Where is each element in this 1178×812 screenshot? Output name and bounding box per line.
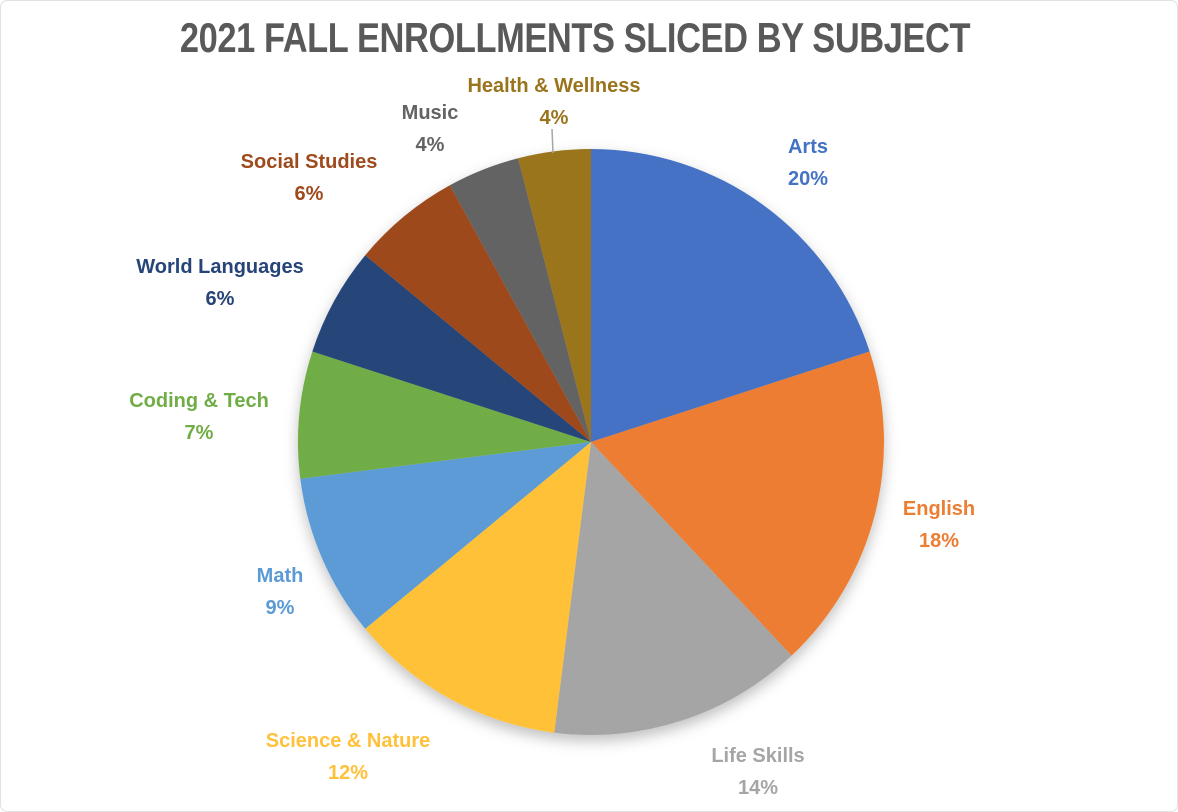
pie-slice-arts xyxy=(591,149,870,442)
pie-slice-english xyxy=(591,351,884,656)
leader-lines-group xyxy=(551,128,554,154)
pie-slice-math xyxy=(300,442,591,629)
leader-line-health-wellness xyxy=(551,128,554,154)
pie-slice-world-languages xyxy=(312,255,591,442)
pie-slice-social-studies xyxy=(365,185,591,443)
pie-slices-group xyxy=(298,149,884,735)
pie-slice-music xyxy=(449,158,591,442)
chart-title: 2021 FALL ENROLLMENTS SLICED BY SUBJECT xyxy=(179,14,971,61)
pie-slice-coding-tech xyxy=(298,351,591,479)
pie-slice-health-wellness xyxy=(518,149,591,442)
pie-slice-life-skills xyxy=(554,442,792,735)
pie-slice-science-nature xyxy=(365,442,591,733)
